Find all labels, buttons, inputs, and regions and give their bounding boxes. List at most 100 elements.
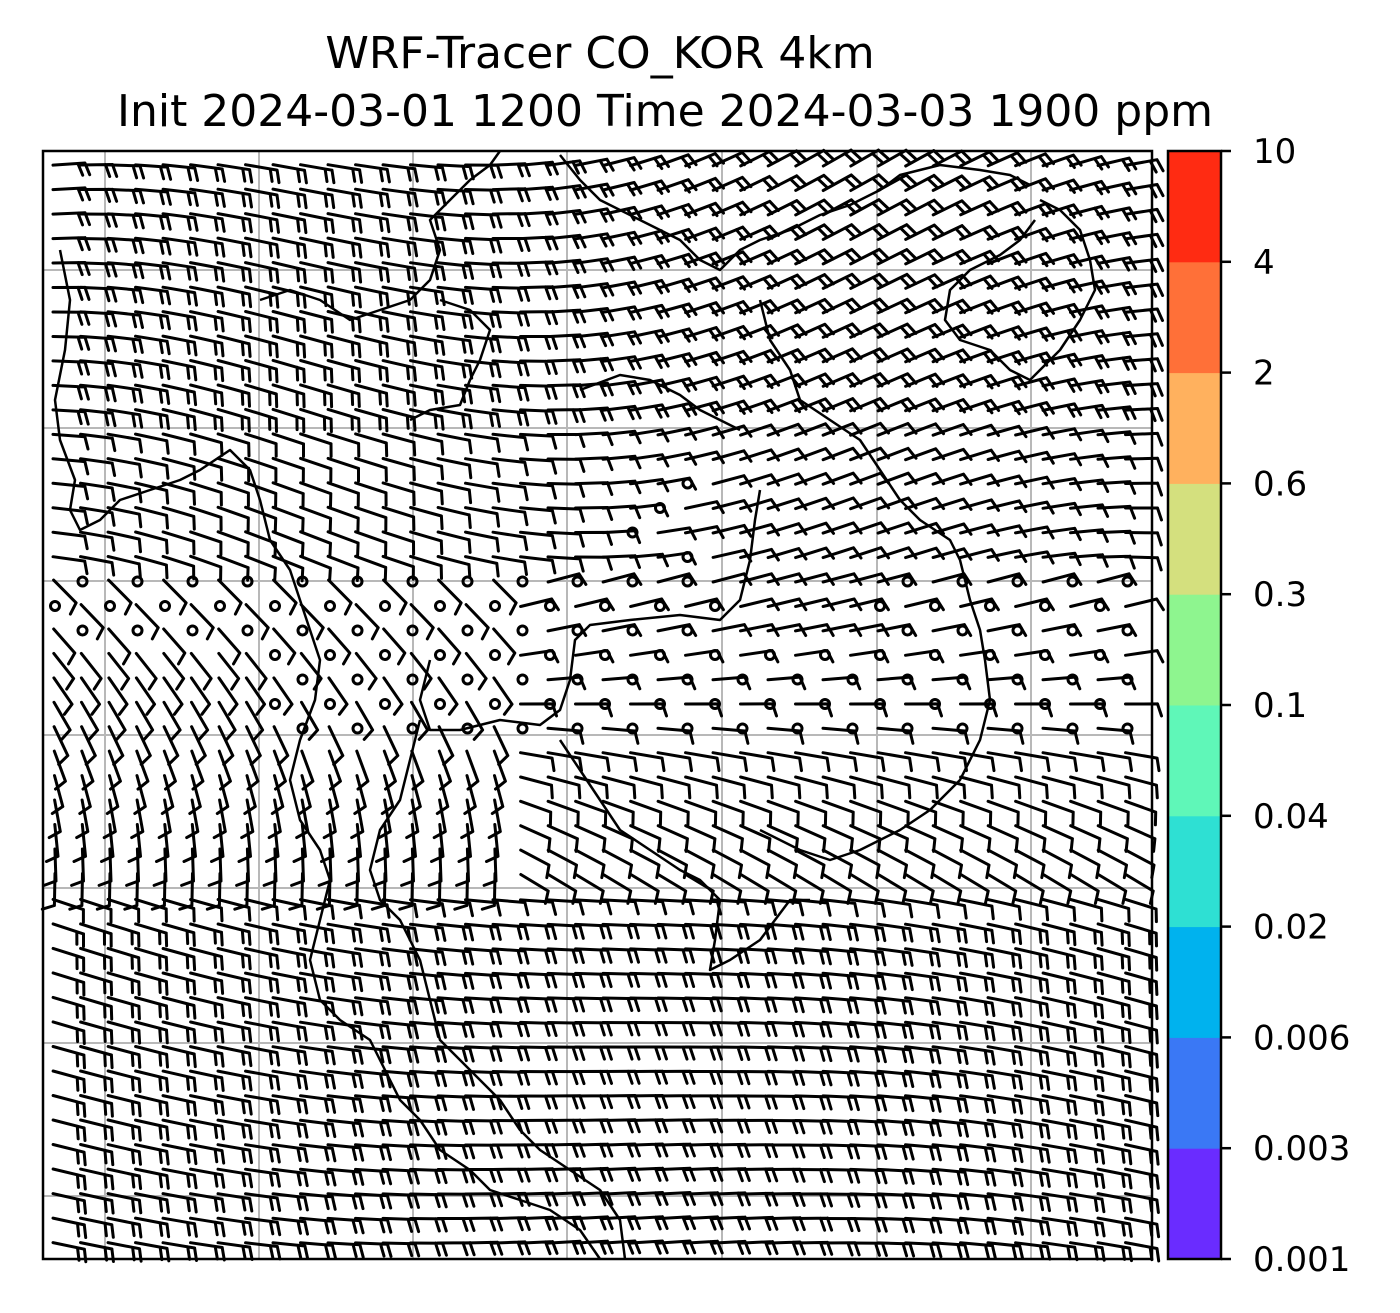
colorbar-segment [1168, 1037, 1221, 1149]
wind-barb [986, 799, 1020, 827]
wind-barb [436, 408, 473, 430]
wind-barb [1041, 1241, 1079, 1262]
wind-barb [161, 383, 198, 407]
wind-barb [986, 947, 1023, 970]
wind-barb [794, 521, 835, 535]
wind-barb [1096, 751, 1133, 773]
wind-barb [189, 408, 224, 432]
calm-marker [159, 600, 171, 612]
wind-barb [794, 922, 832, 941]
wind-barb [464, 603, 490, 641]
wind-barb [190, 700, 210, 741]
wind-barb [271, 236, 308, 259]
wind-barb [106, 946, 141, 972]
wind-barb [574, 257, 615, 273]
wind-barb [1014, 1045, 1051, 1067]
calm-marker [681, 477, 694, 490]
calm-marker [681, 673, 694, 686]
wind-barb [574, 232, 615, 248]
wind-barb [326, 1118, 365, 1138]
calm-marker [269, 649, 281, 661]
wind-barb [1124, 799, 1158, 827]
wind-barb [1096, 1216, 1133, 1238]
wind-barb [601, 355, 642, 371]
wind-barb [134, 285, 172, 306]
wind-barb [409, 457, 445, 481]
wind-barb [79, 432, 117, 453]
calm-marker [626, 673, 639, 686]
wind-barb [299, 1020, 336, 1042]
wind-barb [1041, 253, 1083, 269]
wind-barb [299, 1192, 337, 1211]
wind-barb [959, 175, 1000, 192]
wind-barb [876, 898, 914, 919]
wind-barb [271, 922, 308, 945]
wind-barb [519, 506, 557, 525]
wind-barb [299, 334, 334, 359]
wind-barb [519, 555, 557, 575]
wind-barb [904, 273, 945, 290]
wind-barb [299, 236, 335, 259]
wind-barb [1014, 799, 1048, 827]
wind-barb [1041, 1020, 1078, 1044]
wind-barb [216, 1192, 254, 1213]
wind-barb [217, 700, 237, 741]
wind-barb [79, 971, 114, 997]
wind-barb [684, 922, 723, 940]
wind-barb [106, 1094, 142, 1118]
wind-barb [299, 1167, 337, 1187]
wind-barb [189, 1143, 226, 1165]
wind-barb [51, 946, 86, 973]
calm-marker [214, 600, 226, 612]
wind-barb [134, 1045, 169, 1069]
calm-marker [1094, 649, 1106, 661]
wind-barb [656, 922, 695, 940]
wind-barb [244, 922, 280, 946]
wind-barb [271, 898, 308, 921]
wind-barb [959, 922, 995, 945]
wind-barb [876, 1094, 915, 1113]
wind-barb [409, 1094, 448, 1112]
wind-barb [1069, 971, 1104, 996]
wind-barb [1096, 775, 1132, 800]
calm-marker [434, 698, 446, 710]
wind-barb [79, 1216, 115, 1239]
wind-barb [79, 676, 101, 716]
calm-marker [874, 698, 886, 710]
wind-barb [876, 873, 908, 905]
wind-barb [491, 555, 528, 576]
wind-barb [217, 627, 242, 666]
wind-barb [876, 947, 914, 967]
wind-barb [876, 1045, 915, 1064]
wind-barb [134, 359, 171, 381]
colorbar: 0.001 0.003 0.006 0.02 0.04 0.1 0.3 0.6 2 4 10 [1166, 132, 1350, 1280]
wind-barb [326, 261, 363, 284]
wind-barb [931, 1241, 970, 1259]
calm-marker [571, 624, 584, 637]
wind-barb [1041, 898, 1077, 922]
wind-barb [272, 676, 294, 716]
wind-barb [492, 676, 514, 716]
wind-barb [904, 223, 945, 241]
wind-barb [959, 1094, 996, 1114]
wind-barb [106, 1045, 142, 1069]
calm-marker [901, 624, 914, 637]
wind-barb [1096, 971, 1132, 996]
wind-barb [931, 751, 968, 773]
wind-barb [51, 408, 90, 426]
wind-barb [271, 1192, 309, 1212]
wind-barb [904, 1069, 942, 1089]
wind-barb [849, 223, 890, 241]
wind-barb [464, 310, 502, 329]
wind-barb [1069, 873, 1100, 905]
wind-barb [299, 971, 336, 993]
wind-barb [107, 676, 129, 716]
wind-barb [629, 154, 670, 170]
wind-barb [134, 506, 169, 530]
wind-barb [161, 1020, 197, 1044]
wind-barb [299, 456, 333, 483]
wind-barb [299, 1094, 337, 1114]
wind-barb [959, 1045, 996, 1066]
calm-marker [626, 575, 639, 588]
wind-barb [216, 261, 253, 284]
